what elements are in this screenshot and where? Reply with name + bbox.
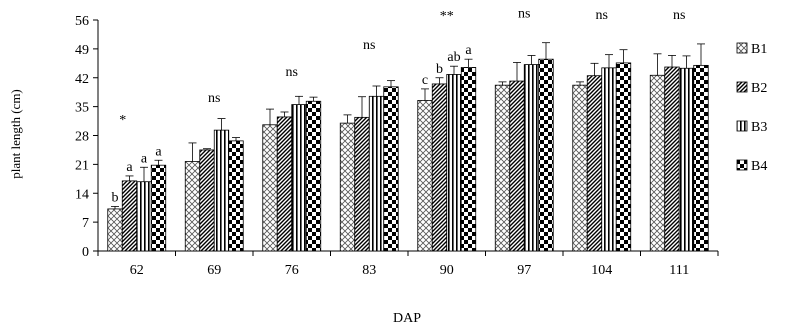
bar-b1-111	[649, 74, 666, 252]
bar-b4-69	[228, 140, 244, 252]
bar-b3-62	[136, 181, 152, 252]
bar-b1-97	[494, 84, 511, 252]
significance-letter: b	[112, 190, 119, 205]
bar-b2-97	[509, 80, 525, 252]
significance-letter: b	[436, 62, 443, 77]
x-tick-label: 83	[362, 263, 376, 278]
legend-swatch-b3	[736, 120, 748, 132]
y-tick-label: 42	[75, 72, 89, 87]
y-tick-label: 0	[82, 245, 89, 260]
bar-b1-76	[262, 124, 278, 252]
y-tick-label: 56	[75, 14, 89, 29]
y-tick-label: 28	[75, 130, 89, 145]
legend-label-b2: B2	[751, 81, 767, 96]
x-tick-label: 111	[669, 263, 689, 278]
significance-letter: ab	[447, 50, 460, 65]
bar-b4-111	[693, 64, 709, 252]
bar-b2-69	[199, 149, 215, 252]
legend-label-b3: B3	[751, 120, 767, 135]
bar-b2-104	[586, 75, 603, 252]
x-tick-label: 69	[207, 263, 221, 278]
bar-b3-69	[213, 129, 230, 252]
bar-b1-90	[417, 100, 433, 252]
bar-b2-111	[664, 66, 680, 252]
bar-b2-76	[276, 116, 293, 252]
bars	[107, 42, 709, 252]
x-tick-label: 104	[591, 263, 612, 278]
significance-letter: a	[465, 43, 472, 58]
x-axis-label: DAP	[393, 311, 421, 326]
significance-marker: ns	[596, 8, 608, 23]
x-tick-label: 62	[130, 263, 144, 278]
bar-b1-83	[339, 122, 356, 252]
y-tick-label: 7	[82, 216, 89, 231]
significance-letter: a	[141, 151, 148, 166]
y-tick-label: 21	[75, 158, 89, 173]
bar-b4-83	[383, 86, 399, 252]
bar-b1-62	[107, 208, 123, 252]
x-tick-label: 97	[517, 263, 531, 278]
legend-swatch-b1	[736, 42, 748, 54]
bar-b2-83	[354, 116, 370, 252]
bar-b2-62	[121, 180, 138, 252]
y-tick-label: 14	[75, 187, 89, 202]
y-tick-label: 35	[75, 101, 89, 116]
bar-b2-90	[431, 83, 448, 252]
bar-b4-62	[150, 164, 167, 252]
legend-swatch-b2	[736, 81, 748, 93]
bar-b1-104	[572, 84, 588, 252]
bar-b4-97	[538, 58, 554, 252]
y-axis-label: plant length (cm)	[8, 89, 23, 179]
bar-b3-76	[291, 104, 307, 252]
bar-b3-104	[601, 67, 617, 252]
legend-label-b4: B4	[751, 159, 767, 174]
significance-marker: ns	[518, 7, 530, 22]
significance-letter: a	[126, 160, 133, 175]
legend-swatch-b4	[736, 159, 748, 171]
significance-marker: ns	[363, 38, 375, 53]
bar-b3-97	[523, 64, 540, 252]
y-tick-label: 49	[75, 43, 89, 58]
x-tick-label: 90	[440, 263, 454, 278]
legend-label-b1: B1	[751, 42, 767, 57]
bar-b1-69	[184, 161, 201, 252]
legend: B1 B2 B3 B4	[736, 42, 767, 174]
significance-marker: ns	[208, 91, 220, 106]
significance-marker: *	[119, 113, 126, 128]
significance-letter: a	[155, 144, 162, 159]
significance-marker: ns	[673, 8, 685, 23]
significance-marker: ns	[286, 65, 298, 80]
bar-b4-90	[460, 67, 477, 252]
bar-b3-111	[678, 67, 695, 252]
bar-b3-83	[368, 95, 385, 252]
bar-b4-104	[615, 62, 632, 252]
bar-b3-90	[446, 74, 462, 252]
bar-b4-76	[305, 100, 322, 252]
significance-marker: **	[440, 9, 454, 24]
axes: 0 7 14 21 28 35 42 49 56 62 69 76 83 90 97 104 111	[75, 14, 719, 278]
significance-letter: c	[422, 73, 428, 88]
x-tick-label: 76	[285, 263, 299, 278]
